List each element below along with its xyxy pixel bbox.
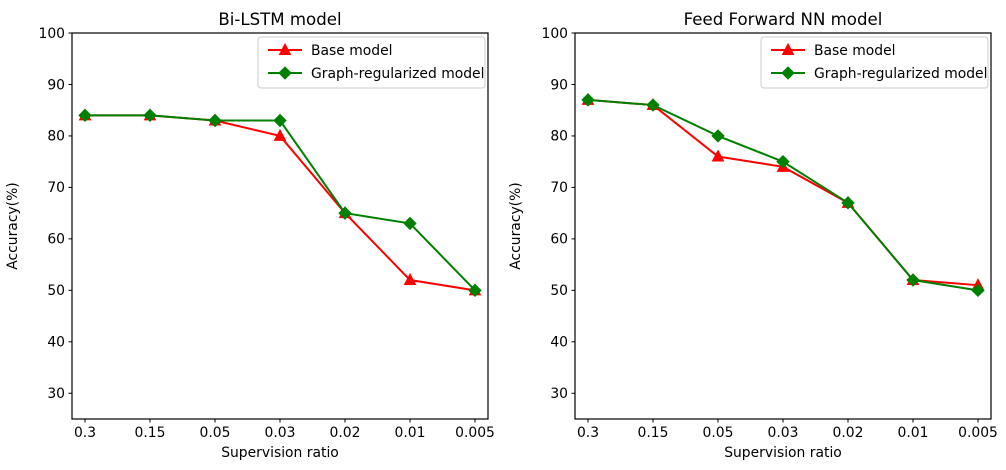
- x-tick-label: 0.05: [703, 425, 734, 441]
- legend-box: [257, 36, 486, 89]
- series-line-graph-regularized-model: [85, 114, 476, 292]
- y-tick-label: 70: [47, 180, 65, 196]
- x-tick-label: 0.15: [638, 425, 669, 441]
- y-tick-label: 60: [550, 232, 568, 248]
- data-point-diamond: [711, 129, 725, 143]
- x-tick-label: 0.03: [265, 425, 296, 441]
- y-tick-label: 90: [47, 77, 65, 93]
- x-tick-label: 0.03: [768, 425, 799, 441]
- data-point-diamond: [403, 216, 417, 231]
- legend-marker-triangle: [278, 42, 292, 55]
- y-tick-label: 30: [550, 386, 568, 402]
- legend-label: Base model: [814, 43, 896, 59]
- x-tick-label: 0.02: [833, 425, 864, 441]
- legend-box: [760, 36, 989, 89]
- legend-label: Graph-regularized model: [814, 66, 987, 82]
- y-tick-label: 100: [38, 26, 65, 42]
- data-point-diamond: [581, 93, 595, 107]
- y-tick-label: 50: [47, 283, 65, 299]
- y-tick-label: 80: [550, 129, 568, 145]
- series-line-base-model: [85, 114, 476, 292]
- y-tick-label: 30: [47, 386, 65, 402]
- legend-marker-triangle: [781, 42, 795, 55]
- data-point-diamond: [78, 108, 92, 123]
- subplot-feedforward-nn: Feed Forward NN model Supervision ratio …: [508, 10, 998, 461]
- y-axis-label: Accuracy(%): [508, 182, 524, 269]
- x-tick-label: 0.15: [135, 425, 166, 441]
- x-tick-label: 0.005: [958, 425, 998, 441]
- y-tick-label: 40: [550, 335, 568, 351]
- data-point-diamond: [468, 283, 482, 298]
- legend-label: Base model: [311, 43, 393, 59]
- data-point-diamond: [143, 108, 157, 123]
- data-point-triangle: [403, 272, 417, 286]
- data-point-diamond: [646, 98, 660, 112]
- y-tick-label: 60: [47, 232, 65, 248]
- legend-marker-diamond: [278, 66, 292, 80]
- y-axis-label: Accuracy(%): [5, 182, 21, 269]
- x-tick-label: 0.3: [74, 425, 96, 441]
- x-tick-label: 0.01: [395, 425, 426, 441]
- y-tick-label: 70: [550, 180, 568, 196]
- x-tick-label: 0.05: [200, 425, 231, 441]
- x-tick-label: 0.005: [455, 425, 495, 441]
- subplot-bilstm: Bi-LSTM model Supervision ratio Accuracy…: [5, 10, 495, 461]
- x-tick-label: 0.01: [898, 425, 929, 441]
- subplot-title: Feed Forward NN model: [684, 10, 883, 29]
- legend-label: Graph-regularized model: [311, 66, 484, 82]
- x-tick-label: 0.02: [330, 425, 361, 441]
- data-point-diamond: [208, 113, 222, 128]
- y-tick-label: 90: [550, 77, 568, 93]
- data-point-diamond: [841, 196, 855, 210]
- data-point-triangle: [273, 128, 287, 141]
- data-point-diamond: [338, 206, 352, 220]
- y-tick-label: 80: [47, 129, 65, 145]
- series-line-graph-regularized-model: [587, 98, 979, 292]
- axes-frame: [71, 32, 489, 420]
- y-tick-label: 100: [541, 26, 568, 42]
- data-point-diamond: [776, 154, 790, 169]
- legend-marker-diamond: [781, 66, 795, 80]
- subplot-title: Bi-LSTM model: [218, 10, 341, 29]
- axes-frame: [574, 32, 992, 420]
- y-tick-label: 50: [550, 283, 568, 299]
- x-axis-label: Supervision ratio: [221, 445, 339, 461]
- x-axis-label: Supervision ratio: [724, 445, 842, 461]
- data-point-diamond: [906, 273, 920, 287]
- series-line-base-model: [587, 98, 979, 287]
- data-point-diamond: [971, 283, 985, 298]
- data-point-diamond: [273, 113, 287, 128]
- x-tick-label: 0.3: [577, 425, 599, 441]
- data-point-triangle: [711, 149, 725, 162]
- y-tick-label: 40: [47, 335, 65, 351]
